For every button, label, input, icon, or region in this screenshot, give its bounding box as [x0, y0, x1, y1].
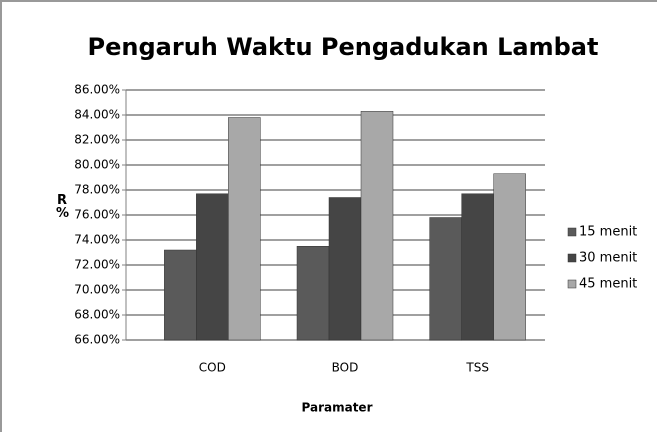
y-tick-label: 80.00%	[74, 158, 120, 172]
bar	[228, 117, 261, 341]
y-tick-label: 74.00%	[74, 233, 120, 247]
y-tick-label: 72.00%	[74, 258, 120, 272]
bar	[429, 217, 462, 341]
x-tick-label: COD	[199, 361, 226, 375]
y-tick-label: 82.00%	[74, 133, 120, 147]
y-tick-label: 70.00%	[74, 283, 120, 297]
bar	[493, 173, 526, 341]
bar	[328, 197, 362, 341]
legend-swatch	[567, 227, 577, 237]
legend-label: 30 menit	[579, 251, 637, 266]
bar	[196, 193, 229, 341]
y-axis-title: R %	[56, 193, 70, 221]
legend-swatch	[567, 253, 577, 263]
chart-title: Pengaruh Waktu Pengadukan Lambat	[88, 33, 599, 61]
x-tick-label: BOD	[332, 361, 359, 375]
y-tick-label: 66.00%	[74, 333, 120, 347]
y-tick-label: 68.00%	[74, 308, 120, 322]
y-tick-label: 84.00%	[74, 108, 120, 122]
legend-label: 15 menit	[579, 225, 637, 240]
y-tick-label: 86.00%	[74, 83, 120, 97]
bar	[461, 193, 494, 341]
legend-label: 45 menit	[579, 277, 637, 292]
y-tick-label: 76.00%	[74, 208, 120, 222]
bar	[360, 111, 394, 341]
y-tick-label: 78.00%	[74, 183, 120, 197]
legend-swatch	[567, 279, 577, 289]
x-axis-title: Paramater	[302, 401, 373, 415]
x-tick-label: TSS	[465, 361, 489, 375]
bar	[296, 246, 330, 341]
bar	[164, 249, 197, 341]
